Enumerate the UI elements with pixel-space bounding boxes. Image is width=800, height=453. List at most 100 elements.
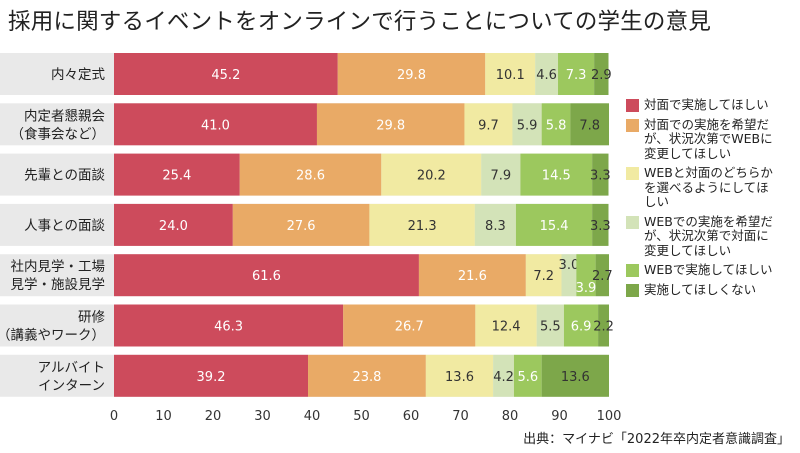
bar-segment — [493, 354, 514, 397]
bar-segment — [512, 103, 542, 146]
bar-segment — [513, 354, 542, 397]
bar-segment — [561, 254, 577, 297]
legend-item: WEBと対面のどちらか を選べるようにしてほ しい — [626, 165, 798, 210]
x-tick-label: 20 — [205, 409, 222, 424]
legend-swatch — [626, 99, 639, 112]
bar-segment — [598, 304, 609, 347]
bar-segment — [418, 254, 526, 297]
data-label: 4.2 — [493, 370, 514, 385]
data-label: 6.9 — [571, 320, 592, 335]
bar-segment — [369, 203, 475, 246]
bar-segment — [558, 53, 595, 95]
x-tick-label: 60 — [403, 409, 420, 424]
data-label: 2.7 — [592, 269, 613, 284]
data-label: 7.3 — [566, 68, 587, 83]
bar-segment — [114, 354, 309, 397]
data-label: 2.9 — [591, 68, 612, 83]
category-label: （食事会など） — [11, 125, 106, 142]
legend-label: しい — [644, 194, 670, 209]
data-label: 5.8 — [546, 118, 567, 133]
legend-label: を選べるようにしてほ — [644, 179, 769, 195]
x-tick-label: 10 — [155, 409, 172, 424]
legend-swatch — [626, 167, 639, 180]
bar-segment — [592, 203, 609, 246]
bar-segment — [308, 354, 426, 397]
bar-segment — [381, 153, 482, 196]
legend-label: 変更してほしい — [644, 242, 732, 258]
data-label: 29.8 — [376, 118, 405, 133]
legend-swatch — [626, 118, 639, 132]
data-label: 5.6 — [517, 370, 538, 385]
data-label: 46.3 — [214, 320, 243, 335]
category-label: 人事との面談 — [24, 218, 105, 234]
data-label: 21.6 — [458, 269, 487, 284]
data-label: 2.2 — [593, 320, 614, 335]
x-tick-label: 100 — [597, 409, 622, 424]
bar-segment — [576, 254, 596, 297]
x-tick-label: 0 — [110, 409, 118, 424]
data-label: 9.7 — [478, 118, 499, 133]
bar-segment — [337, 53, 486, 95]
data-label: 27.6 — [287, 219, 316, 234]
legend-label: 変更してほしい — [644, 145, 732, 161]
bar-segment — [475, 304, 537, 347]
data-label: 45.2 — [211, 68, 240, 83]
bar-segment — [563, 304, 599, 347]
data-label: 28.6 — [296, 169, 325, 184]
data-label: 21.3 — [408, 219, 437, 234]
data-label: 4.6 — [536, 68, 557, 83]
bar-segment — [541, 103, 571, 146]
data-label: 14.5 — [542, 169, 571, 184]
data-label: 12.4 — [492, 320, 521, 335]
category-label: （講義やワーク） — [0, 327, 105, 344]
data-label: 3.3 — [590, 169, 611, 184]
data-label: 20.2 — [417, 169, 446, 184]
data-label: 8.3 — [485, 219, 506, 234]
data-label: 25.4 — [162, 169, 191, 184]
bar-segment — [595, 254, 609, 297]
bar-segment — [464, 103, 513, 146]
bar-segment — [232, 203, 370, 246]
legend-swatch — [626, 215, 639, 229]
category-label: 研修 — [78, 310, 105, 326]
legend-item: 実施してほしくない — [626, 281, 798, 298]
bar-segment — [114, 203, 233, 246]
legend-label: WEBと対面のどちらか — [644, 165, 773, 180]
legend-swatch — [626, 264, 639, 277]
legend-label: が、状況次第でWEBに — [644, 131, 773, 146]
bar-segment — [114, 53, 338, 95]
x-tick-label: 80 — [502, 409, 519, 424]
bar-segment — [316, 103, 465, 146]
data-label: 5.9 — [517, 118, 538, 133]
data-label: 41.0 — [201, 118, 230, 133]
data-label: 3.3 — [590, 219, 611, 234]
bar-segment — [535, 53, 559, 95]
category-label: 内定者懇親会 — [24, 108, 105, 124]
bar-segment — [239, 153, 382, 196]
bar-segment — [485, 53, 536, 95]
data-label: 29.8 — [397, 68, 426, 83]
legend-label: 実施してほしくない — [644, 281, 757, 297]
data-label: 26.7 — [395, 320, 424, 335]
chart-legend: 対面で実施してほしい 対面での実施を希望だ が、状況次第でWEBに 変更してほしい WE… — [626, 97, 798, 302]
category-label: 社内見学・工場 — [11, 259, 106, 275]
data-label: 7.9 — [490, 169, 511, 184]
bar-segment — [425, 354, 494, 397]
legend-swatch — [626, 283, 639, 297]
x-tick-label: 50 — [353, 409, 370, 424]
x-tick-label: 30 — [254, 409, 271, 424]
bar-segment — [541, 354, 609, 397]
legend-label: WEBでの実施を希望だ — [644, 213, 773, 229]
data-label: 7.2 — [533, 269, 554, 284]
bar-segment — [592, 153, 609, 196]
legend-item: WEBでの実施を希望だ が、状況次第で対面に 変更してほしい — [626, 213, 798, 259]
legend-label: が、状況次第で対面に — [644, 228, 769, 243]
x-tick-label: 40 — [304, 409, 321, 424]
bar-segment — [481, 153, 521, 196]
legend-item: 対面で実施してほしい — [626, 97, 798, 113]
legend-label: 対面での実施を希望だ — [644, 116, 770, 132]
data-label: 3.9 — [576, 281, 597, 296]
source-note: 出典：マイナビ「2022年卒内定者意識調査」 — [523, 432, 790, 447]
data-label: 24.0 — [159, 219, 188, 234]
bar-segment — [594, 53, 609, 95]
